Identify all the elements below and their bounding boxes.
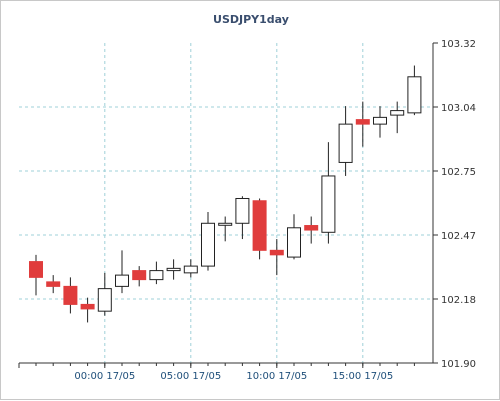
candle-body-up <box>115 274 129 287</box>
candle-body-down <box>63 285 78 305</box>
candle-body-up <box>235 197 250 224</box>
candle-body-up <box>166 267 181 272</box>
candle-body-up <box>183 265 198 274</box>
candle-body-up <box>287 227 301 258</box>
y-tick-label: 102.18 <box>441 295 476 306</box>
x-tick-label: 00:00 17/05 <box>74 371 135 382</box>
y-tick-label: 101.90 <box>441 359 476 370</box>
candle-body-up <box>97 288 112 312</box>
y-tick-label: 102.75 <box>441 167 476 178</box>
candle-body-down <box>252 200 267 251</box>
candle-body-down <box>46 281 61 287</box>
y-tick-label: 103.04 <box>441 103 476 114</box>
candle-body-up <box>373 116 387 125</box>
candle-body-up <box>149 270 164 281</box>
candle-body-up <box>407 76 422 114</box>
candle-body-down <box>29 261 43 278</box>
candle-body-up <box>201 222 215 267</box>
candle-body-down <box>132 270 147 281</box>
x-tick-label: 10:00 17/05 <box>246 371 307 382</box>
candle-body-up <box>390 110 405 116</box>
x-tick-label: 15:00 17/05 <box>332 371 393 382</box>
y-tick-label: 102.47 <box>441 231 476 242</box>
candle-body-down <box>80 303 95 310</box>
candle-body-up <box>218 222 233 226</box>
chart-title: USDJPY1day <box>213 13 289 26</box>
candle-body-down <box>269 249 284 256</box>
y-tick-label: 103.32 <box>441 39 476 50</box>
x-tick-label: 05:00 17/05 <box>160 371 221 382</box>
plot-area <box>19 43 433 363</box>
candle-body-down <box>355 119 370 125</box>
candle-body-up <box>321 175 336 233</box>
candle-body-up <box>338 123 353 163</box>
candle-body-down <box>304 225 319 231</box>
